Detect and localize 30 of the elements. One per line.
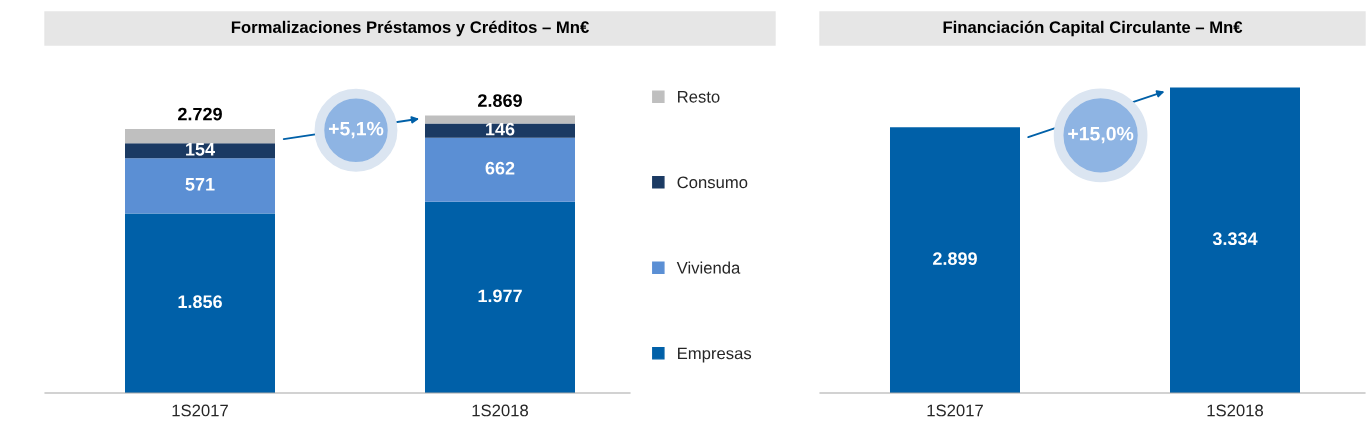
x-tick-label: 1S2017 (172, 404, 228, 417)
data-label: 1.856 (178, 295, 222, 309)
bar (125, 158, 275, 214)
x-tick-label: 1S2018 (472, 404, 529, 417)
bar (425, 201, 575, 393)
legend-label: Resto (678, 91, 720, 103)
data-label: 1.977 (478, 289, 522, 303)
x-tick-label: 1S2017 (927, 404, 983, 417)
total-label: 2.869 (478, 94, 522, 107)
annotation: +5,1% (328, 121, 384, 139)
bar (125, 129, 275, 144)
legend-label: Vivienda (676, 261, 741, 274)
total-label: 2.729 (178, 107, 222, 121)
legend-label: Empresas (678, 347, 752, 363)
bar (425, 137, 575, 202)
data-label: 662 (485, 161, 515, 175)
chart-title: Formalizaciones Préstamos y Créditos – Mn€ (231, 20, 589, 37)
bar (125, 143, 275, 159)
data-label: 2.899 (933, 252, 977, 266)
data-label: 146 (486, 122, 515, 136)
data-label: 571 (185, 178, 215, 191)
chart-title: Financiación Capital Circulante – Mn€ (943, 20, 1243, 37)
legend-label: Consumo (677, 176, 748, 189)
bar (125, 213, 275, 393)
annotation: +15,0% (1068, 126, 1134, 144)
bar (425, 115, 575, 124)
data-label: 3.334 (1212, 232, 1258, 246)
x-tick-label: 1S2018 (1207, 404, 1264, 417)
data-label: 154 (186, 143, 215, 156)
bar (425, 123, 575, 138)
